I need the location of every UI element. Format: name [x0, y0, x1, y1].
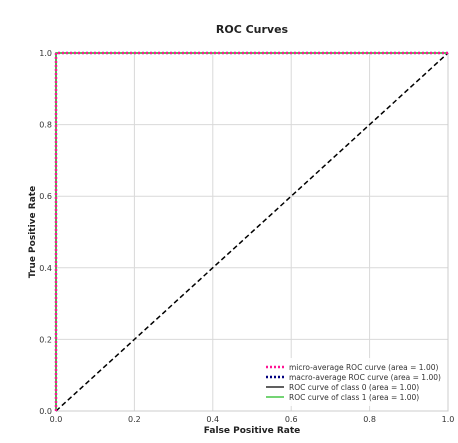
x-tick-label: 0.0 — [50, 415, 63, 424]
y-tick-label: 0.2 — [39, 335, 52, 344]
reference-diagonal-line — [55, 52, 449, 412]
grid-layer — [55, 52, 449, 412]
legend-box — [258, 358, 442, 406]
series-line-0 — [54, 51, 448, 411]
y-tick-label: 0.6 — [39, 192, 52, 201]
x-tick-label: 0.2 — [128, 415, 141, 424]
tick-layer: 0.0 0.2 0.4 0.6 0.8 1.0 0.0 0.2 0.4 0.6 0.8 1.0 — [39, 49, 454, 424]
x-tick-label: 0.4 — [206, 415, 219, 424]
y-tick-label: 0.0 — [39, 407, 52, 416]
series-layer — [54, 51, 449, 412]
y-tick-label: 0.8 — [39, 121, 52, 130]
x-tick-label: 1.0 — [442, 415, 455, 424]
x-axis-label: False Positive Rate — [204, 426, 301, 436]
y-tick-label: 1.0 — [39, 49, 52, 58]
y-axis-label: True Positive Rate — [28, 186, 38, 278]
chart-title: ROC Curves — [216, 23, 289, 36]
legend-label-2: ROC curve of class 0 (area = 1.00) — [289, 383, 419, 392]
y-tick-label: 0.4 — [39, 264, 52, 273]
legend: micro-average ROC curve (area = 1.00)mac… — [258, 358, 442, 406]
x-tick-label: 0.6 — [285, 415, 298, 424]
legend-label-3: ROC curve of class 1 (area = 1.00) — [289, 393, 419, 402]
x-tick-label: 0.8 — [363, 415, 376, 424]
legend-label-0: micro-average ROC curve (area = 1.00) — [289, 363, 438, 372]
legend-label-1: macro-average ROC curve (area = 1.00) — [289, 373, 441, 382]
